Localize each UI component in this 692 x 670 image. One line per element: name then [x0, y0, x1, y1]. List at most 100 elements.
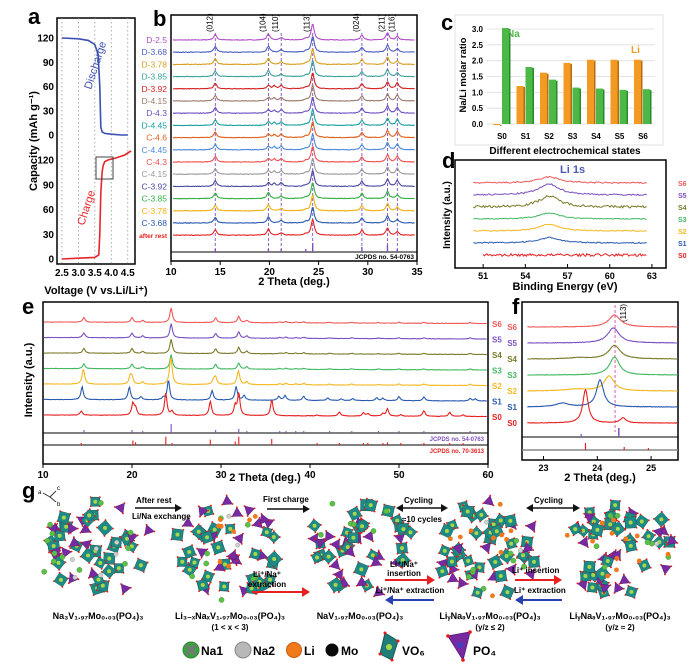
v-atom [591, 519, 596, 524]
o-atom [124, 528, 127, 531]
o-atom [123, 502, 126, 505]
o-atom [100, 545, 103, 547]
v-atom [257, 579, 262, 584]
v-atom [56, 560, 61, 565]
o-atom [225, 494, 228, 497]
o-atom [239, 585, 241, 588]
trace-label: S3 [507, 371, 517, 380]
y-tick-label: 2.0 [472, 57, 484, 66]
o-atom [196, 547, 198, 550]
o-atom [446, 581, 449, 583]
o-atom [664, 541, 667, 544]
o-atom [596, 538, 599, 541]
o-atom [223, 569, 226, 572]
o-atom [236, 506, 238, 509]
o-atom [195, 553, 197, 556]
o-atom [212, 539, 215, 542]
trace-label: S0 [507, 419, 517, 428]
v-atom [494, 529, 499, 534]
na-atom [41, 568, 48, 575]
o-atom [444, 564, 447, 566]
o-atom [269, 585, 272, 588]
o-atom [580, 529, 583, 532]
v-atom [57, 533, 62, 538]
o-atom [624, 528, 627, 531]
o-atom [383, 503, 386, 506]
po4-tetrahedron [232, 533, 244, 545]
o-atom [56, 520, 59, 523]
v-atom [268, 577, 273, 582]
li-atom [498, 549, 504, 555]
o-atom [200, 556, 203, 559]
arrow-li-extraction-blue: Li⁺ extraction [514, 586, 566, 605]
o-atom [505, 567, 508, 570]
y-tick-label: 90 [43, 180, 55, 191]
o-atom [592, 522, 595, 525]
o-atom [70, 550, 73, 553]
panel-d-title: Li 1s [560, 164, 585, 176]
o-atom [528, 566, 530, 569]
o-atom [357, 561, 360, 563]
o-atom [76, 516, 78, 519]
v-atom [395, 518, 400, 523]
o-atom [348, 585, 351, 587]
o-atom [353, 544, 356, 547]
o-atom [129, 586, 132, 589]
po4-tetrahedron [660, 564, 672, 575]
na-atom [218, 597, 225, 603]
panel-letter-b: b [153, 6, 166, 31]
xrd-trace [43, 380, 487, 402]
axis-c-label: c [57, 486, 60, 492]
po4-tetrahedron [480, 542, 491, 554]
o-atom [226, 555, 228, 558]
o-atom [589, 532, 592, 535]
o-atom [89, 496, 92, 499]
o-atom [255, 571, 258, 574]
o-atom [583, 512, 586, 515]
o-atom [359, 509, 362, 512]
o-atom [588, 529, 591, 532]
v-atom [368, 503, 373, 508]
o-atom [192, 525, 194, 528]
o-atom [451, 571, 454, 574]
xrd-trace [172, 170, 415, 188]
na-atom [122, 560, 128, 567]
o-atom [88, 508, 91, 510]
o-atom [324, 546, 327, 549]
o-atom [587, 537, 590, 540]
o-atom [181, 539, 184, 542]
na-atom [644, 539, 651, 546]
na-atom [59, 554, 66, 560]
o-atom [97, 509, 99, 511]
o-atom [396, 552, 399, 555]
v-atom [192, 560, 197, 565]
xrd-trace [527, 327, 678, 344]
bar-li-side [617, 60, 619, 124]
o-atom [619, 559, 622, 562]
o-atom [489, 539, 492, 542]
o-atom [595, 591, 598, 594]
o-atom [260, 550, 262, 552]
x-tick-label: 24 [592, 463, 602, 473]
o-atom [344, 535, 347, 538]
v-atom [351, 535, 356, 540]
panel-c-ylabel: Na/Li molar ratio [458, 37, 469, 112]
po4-tetrahedron [614, 582, 625, 594]
o-atom [328, 565, 331, 568]
li-atom [614, 555, 620, 561]
trace-label: C-3.92 [141, 181, 167, 191]
xps-trace [473, 223, 647, 232]
o-atom [274, 575, 277, 578]
o-atom [520, 545, 523, 548]
o-atom [209, 529, 212, 532]
arrow-first-charge: First charge [263, 495, 310, 513]
o-atom [635, 526, 638, 529]
o-atom [243, 505, 246, 507]
o-atom [579, 580, 582, 583]
o-atom [318, 550, 321, 553]
legend-mo: Mo [341, 644, 358, 658]
legend-li: Li [304, 644, 315, 658]
o-atom [133, 539, 136, 542]
o-atom [188, 564, 190, 567]
o-atom [110, 536, 113, 539]
